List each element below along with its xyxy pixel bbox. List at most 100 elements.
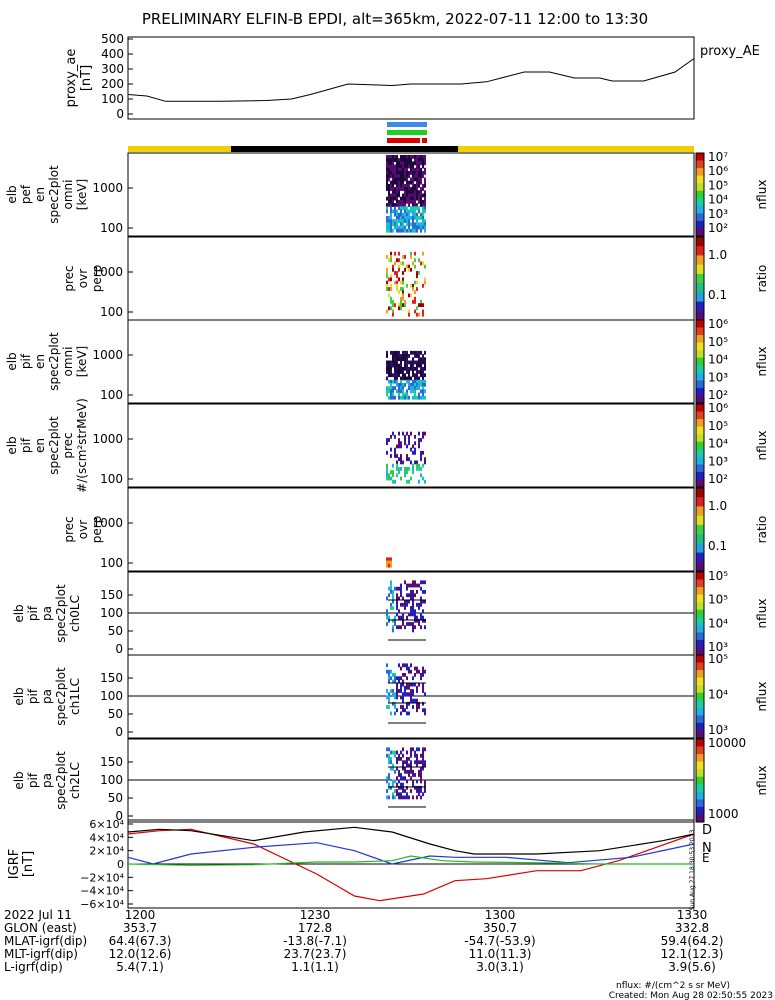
spectrogram-cell bbox=[414, 753, 416, 758]
spectrogram-cell bbox=[396, 363, 398, 368]
spectrogram-cell bbox=[420, 350, 422, 355]
spectrogram-cell bbox=[412, 164, 414, 169]
spectrogram-cell bbox=[422, 379, 424, 384]
spectrogram-cell bbox=[394, 158, 396, 163]
spectrogram-cell bbox=[414, 190, 416, 195]
spectrogram-cell bbox=[386, 216, 388, 220]
spectrogram-cell bbox=[422, 792, 424, 797]
spectrogram-cell bbox=[404, 357, 406, 362]
spectrogram-cell bbox=[406, 155, 408, 159]
panel-tick-label: 1000 bbox=[92, 432, 123, 446]
spectrogram-cell bbox=[400, 174, 402, 179]
spectrogram-cell bbox=[422, 669, 424, 674]
colorbar-tick-label: 0.1 bbox=[708, 539, 727, 553]
spectrogram-cell bbox=[424, 277, 426, 282]
spectrogram-cell bbox=[402, 354, 404, 358]
colorbar-segment bbox=[696, 722, 704, 731]
spectrogram-cell bbox=[400, 383, 402, 387]
spectrogram-cell bbox=[412, 216, 414, 220]
spectrogram-cell bbox=[408, 171, 410, 175]
colorbar-label: nflux bbox=[755, 347, 769, 377]
spectrogram-cell bbox=[388, 773, 390, 777]
spectrogram-cell bbox=[390, 386, 392, 391]
spectrogram-cell bbox=[390, 183, 392, 188]
spectrogram-cell bbox=[396, 460, 398, 465]
spectrogram-cell bbox=[422, 580, 424, 585]
spectrogram-cell bbox=[392, 193, 394, 198]
spectrogram-cell bbox=[398, 264, 400, 269]
colorbar-segment bbox=[696, 479, 704, 488]
spectrogram-cell bbox=[406, 363, 408, 368]
spectrogram-cell bbox=[396, 612, 398, 617]
spectrogram-cell bbox=[404, 625, 406, 630]
spectrogram-cell bbox=[406, 357, 408, 362]
spectrogram-cell bbox=[418, 161, 420, 166]
spectrogram-cell bbox=[388, 676, 390, 681]
spectrogram-cell bbox=[412, 363, 414, 368]
spectrogram-cell bbox=[412, 769, 414, 774]
spectrogram-cell bbox=[388, 171, 390, 175]
spectrogram-cell bbox=[420, 357, 422, 362]
panel-frame bbox=[127, 236, 695, 321]
spectrogram-cell bbox=[424, 711, 426, 716]
colorbar-segment bbox=[696, 183, 704, 192]
spectrogram-cell bbox=[410, 447, 412, 452]
spectrogram-cell bbox=[410, 199, 412, 204]
colorbar-segment bbox=[696, 419, 704, 428]
spectrogram-cell bbox=[394, 750, 396, 755]
spectrogram-cell bbox=[414, 193, 416, 198]
spectrogram-cell bbox=[414, 296, 416, 301]
spectrogram-cell bbox=[390, 392, 392, 397]
panel-ylabel: prec bbox=[62, 516, 76, 542]
spectrogram-cell bbox=[410, 766, 412, 771]
spectrogram-cell bbox=[416, 779, 418, 784]
spectrogram-cell bbox=[396, 606, 398, 610]
spectrogram-cell bbox=[416, 155, 418, 159]
spectrogram-cell bbox=[404, 228, 406, 233]
spectrogram-cell bbox=[424, 228, 426, 233]
panel-frame bbox=[127, 487, 695, 572]
spectrogram-cell bbox=[400, 615, 402, 620]
spectrogram-cell bbox=[414, 392, 416, 397]
spectrogram-cell bbox=[396, 776, 398, 781]
spectrogram-cell bbox=[392, 673, 394, 677]
spectrogram-cell bbox=[388, 174, 390, 179]
spectrogram-cell bbox=[406, 228, 408, 233]
spectrogram-cell bbox=[412, 470, 414, 475]
spectrogram-cell bbox=[410, 590, 412, 594]
spectrogram-cell bbox=[404, 354, 406, 358]
spectrogram-cell bbox=[390, 296, 392, 301]
spectrogram-cell bbox=[400, 306, 402, 311]
spectrogram-cell bbox=[412, 599, 414, 604]
colorbar-tick-label: 10³ bbox=[708, 370, 728, 384]
spectrogram-cell bbox=[394, 280, 396, 285]
spectrogram-cell bbox=[404, 360, 406, 365]
panel-tick-label: 50 bbox=[108, 791, 123, 805]
colorbar-tick-label: 10³ bbox=[708, 454, 728, 468]
spectrogram-cell bbox=[396, 789, 398, 793]
spectrogram-cell bbox=[398, 609, 400, 614]
spectrogram-cell bbox=[408, 212, 410, 217]
spectrogram-cell bbox=[420, 625, 422, 630]
spectrogram-cell bbox=[402, 180, 404, 185]
spectrogram-cell bbox=[398, 625, 400, 630]
spectrogram-cell bbox=[386, 225, 388, 230]
spectrogram-cell bbox=[396, 158, 398, 163]
spectrogram-cell bbox=[392, 222, 394, 227]
spectrogram-cell bbox=[400, 206, 402, 211]
panel-ylabel: omni bbox=[61, 347, 75, 377]
proxy-ae-tick-label: 400 bbox=[101, 47, 124, 61]
colorbar-segment bbox=[696, 395, 704, 404]
spectrogram-cell bbox=[408, 711, 410, 716]
spectrogram-cell bbox=[400, 199, 402, 204]
spectrogram-cell bbox=[394, 193, 396, 198]
spectrogram-cell bbox=[396, 199, 398, 204]
spectrogram-cell bbox=[398, 180, 400, 185]
spectrogram-cell bbox=[394, 167, 396, 172]
spectrogram-cell bbox=[414, 209, 416, 214]
spectrogram-cell bbox=[410, 193, 412, 198]
spectrogram-cell bbox=[400, 228, 402, 233]
spectrogram-cell bbox=[402, 199, 404, 204]
spectrogram-cell bbox=[420, 753, 422, 758]
